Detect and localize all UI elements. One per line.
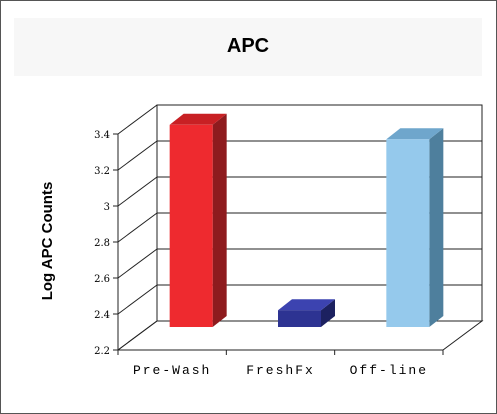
side-gridline — [117, 248, 158, 279]
y-tick-label: 2.4 — [94, 310, 110, 321]
bar — [278, 310, 321, 327]
y-tick-label: 2.8 — [94, 238, 110, 249]
bar-top — [169, 113, 227, 125]
side-gridline — [117, 320, 158, 351]
y-axis-label: Log APC Counts — [39, 182, 56, 301]
bar-top — [386, 128, 444, 140]
bar — [169, 124, 213, 327]
side-gridline — [117, 284, 158, 315]
plot-area: 2.2 2.4 2.6 2.8 3 3.2 3.4 Pre-Wash FreshFx Off-li… — [94, 104, 484, 378]
side-gridline — [117, 140, 158, 171]
bar-side — [321, 299, 335, 327]
y-tick-label: 3.2 — [94, 166, 110, 177]
y-tick-label: 2.2 — [94, 346, 110, 357]
bar — [386, 139, 430, 327]
title-band — [14, 18, 482, 76]
chart-title: APC — [227, 35, 269, 57]
y-tick-label: 3 — [104, 202, 110, 213]
y-tick-label: 2.6 — [94, 274, 110, 285]
x-tick-label: Off-line — [350, 363, 428, 378]
y-tick-label: 3.4 — [94, 130, 110, 141]
bar-top — [278, 299, 335, 311]
side-gridline — [117, 212, 158, 243]
bar-side — [212, 113, 227, 327]
side-gridline — [117, 104, 158, 135]
side-gridline — [117, 176, 158, 207]
bar-side — [429, 128, 444, 327]
x-tick-label: FreshFx — [246, 363, 315, 378]
x-tick-label: Pre-Wash — [133, 363, 211, 378]
